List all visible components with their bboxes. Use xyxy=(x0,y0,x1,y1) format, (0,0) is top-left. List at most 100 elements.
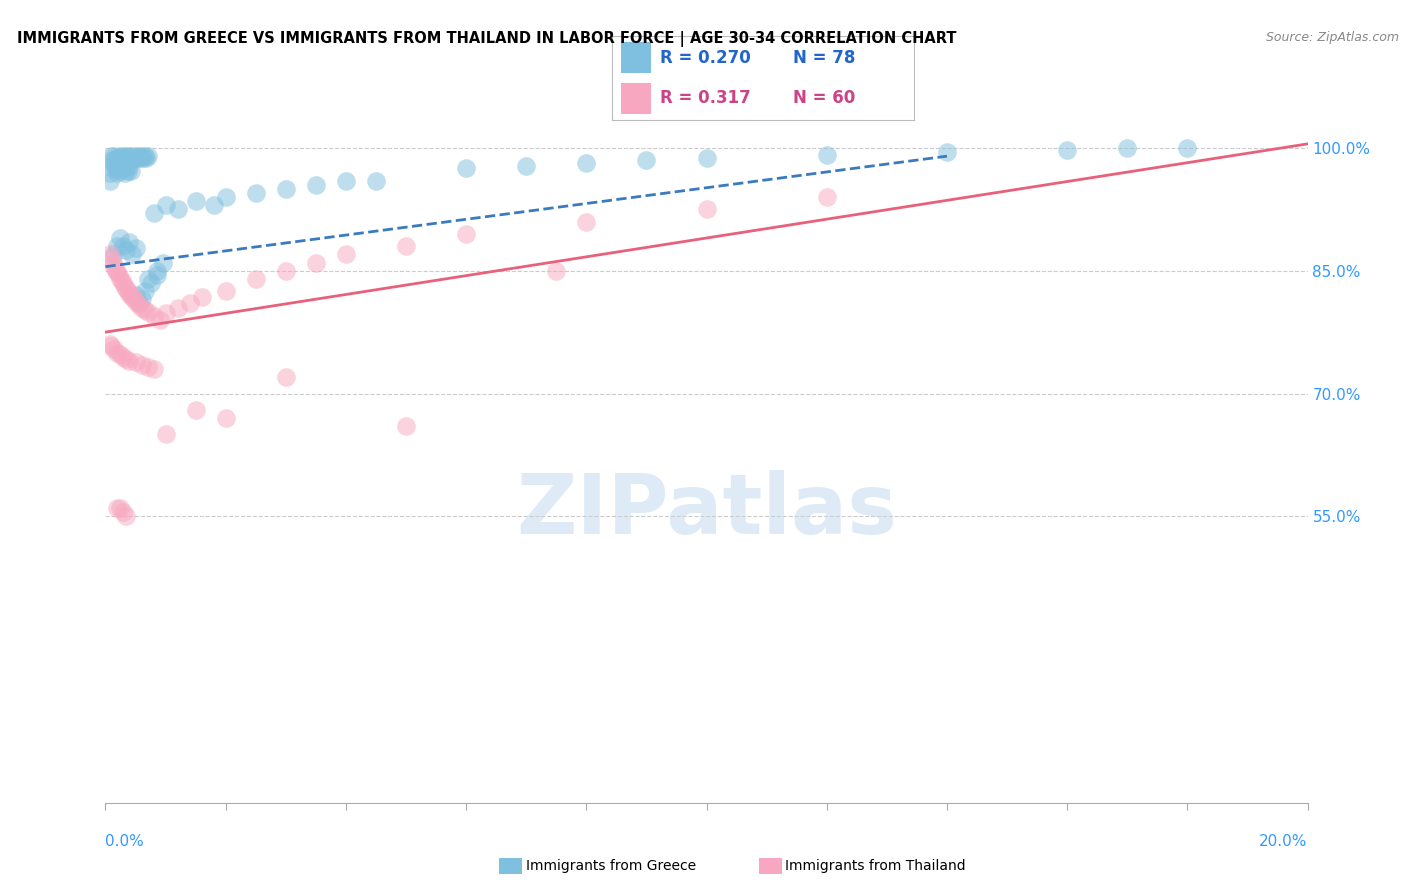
Point xyxy=(105,264,128,278)
Text: R = 0.270: R = 0.270 xyxy=(659,49,751,67)
Point xyxy=(305,178,328,192)
Point xyxy=(107,151,129,165)
Point xyxy=(395,419,418,434)
Point xyxy=(166,301,188,315)
Text: Source: ZipAtlas.com: Source: ZipAtlas.com xyxy=(1265,31,1399,45)
Point xyxy=(245,186,267,200)
Point xyxy=(117,164,139,178)
Text: Immigrants from Thailand: Immigrants from Thailand xyxy=(785,859,965,873)
Point xyxy=(124,149,146,163)
Point xyxy=(103,247,125,261)
Point xyxy=(115,282,138,296)
Point xyxy=(184,194,207,209)
Point xyxy=(107,153,129,168)
Point xyxy=(575,155,598,169)
Point xyxy=(936,145,959,159)
Point xyxy=(112,350,135,364)
Point xyxy=(115,352,138,367)
Point xyxy=(815,147,838,161)
Point xyxy=(124,241,146,255)
Text: IMMIGRANTS FROM GREECE VS IMMIGRANTS FROM THAILAND IN LABOR FORCE | AGE 30-34 CO: IMMIGRANTS FROM GREECE VS IMMIGRANTS FRO… xyxy=(17,31,956,47)
Point xyxy=(124,151,146,165)
Point xyxy=(134,149,156,163)
Point xyxy=(118,353,141,368)
Point xyxy=(274,370,297,384)
Point xyxy=(142,309,165,323)
Point xyxy=(214,190,236,204)
Point xyxy=(202,198,225,212)
Point xyxy=(148,313,170,327)
Text: N = 60: N = 60 xyxy=(793,89,855,107)
Point xyxy=(546,264,568,278)
Point xyxy=(112,149,135,163)
Point xyxy=(103,342,125,356)
Point xyxy=(98,174,121,188)
Point xyxy=(139,276,162,290)
Point xyxy=(166,202,188,217)
Point xyxy=(136,359,159,374)
Point xyxy=(115,509,138,524)
Point xyxy=(117,151,139,165)
Point xyxy=(115,244,138,258)
Point xyxy=(184,403,207,417)
Point xyxy=(107,165,129,179)
Point xyxy=(114,165,136,179)
Point xyxy=(364,174,387,188)
Point xyxy=(111,161,134,176)
Point xyxy=(114,280,136,294)
Point xyxy=(1056,143,1078,157)
Point xyxy=(142,206,165,220)
Point xyxy=(110,501,132,516)
Point xyxy=(111,274,134,288)
Point xyxy=(395,239,418,253)
Point xyxy=(110,149,132,163)
Point xyxy=(135,151,157,165)
Point xyxy=(107,239,129,253)
Point xyxy=(115,161,138,175)
Point xyxy=(145,264,167,278)
Point xyxy=(100,149,122,163)
Point xyxy=(98,247,121,261)
Point xyxy=(100,252,122,266)
Point xyxy=(335,174,357,188)
Point xyxy=(515,159,537,173)
Point xyxy=(121,290,143,304)
Point xyxy=(575,214,598,228)
Point xyxy=(101,153,124,168)
Point xyxy=(107,265,129,279)
Point xyxy=(110,164,132,178)
Point xyxy=(125,151,148,165)
Point xyxy=(145,268,167,282)
Point xyxy=(107,268,129,282)
Point xyxy=(107,501,129,516)
Point xyxy=(136,272,159,286)
Point xyxy=(107,345,129,359)
Point xyxy=(118,235,141,249)
Point xyxy=(454,161,477,176)
Point xyxy=(454,227,477,241)
Point xyxy=(1175,141,1198,155)
Point xyxy=(131,293,153,307)
Point xyxy=(131,149,153,163)
Point xyxy=(115,149,138,163)
Point xyxy=(128,298,150,312)
Text: 20.0%: 20.0% xyxy=(1260,834,1308,848)
Point xyxy=(124,288,146,302)
Text: 0.0%: 0.0% xyxy=(105,834,145,848)
Point xyxy=(112,239,135,253)
Point xyxy=(101,161,124,176)
Point xyxy=(131,301,153,315)
Point xyxy=(142,362,165,376)
Point xyxy=(155,427,177,442)
Point xyxy=(155,198,177,212)
Text: Immigrants from Greece: Immigrants from Greece xyxy=(526,859,696,873)
Point xyxy=(121,247,143,261)
Point xyxy=(100,339,122,353)
Point xyxy=(120,153,142,168)
Point xyxy=(98,165,121,179)
Point xyxy=(696,151,718,165)
Point xyxy=(110,347,132,361)
Point xyxy=(1116,141,1139,155)
Point xyxy=(132,151,155,165)
Point xyxy=(112,159,135,173)
